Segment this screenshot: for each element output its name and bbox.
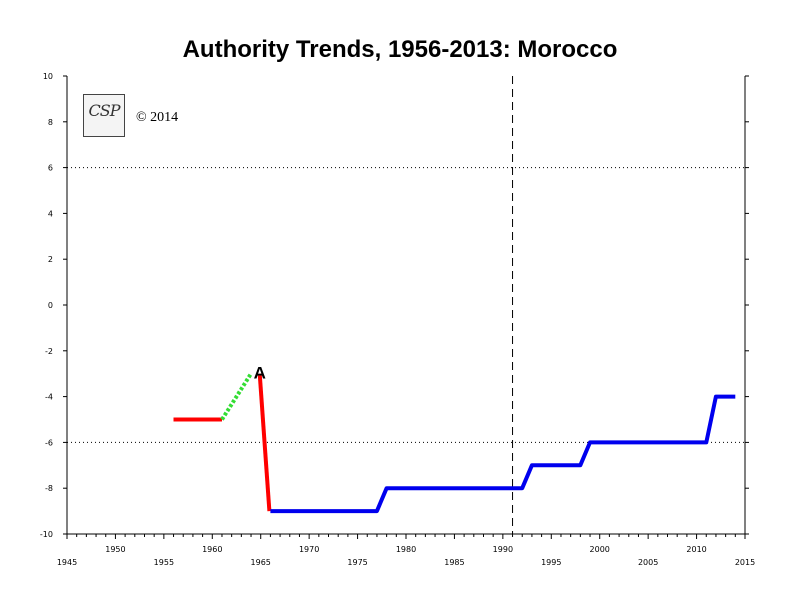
series-line-4 bbox=[270, 394, 736, 514]
y-tick-label: 0 bbox=[48, 301, 53, 310]
x-tick-label: 1960 bbox=[202, 545, 222, 554]
y-tick-label: 4 bbox=[48, 209, 53, 218]
y-tick-label: 6 bbox=[48, 164, 53, 173]
x-tick-label: 1980 bbox=[396, 545, 416, 554]
x-tick-label: 1965 bbox=[251, 558, 271, 567]
x-tick-label: 2010 bbox=[686, 545, 706, 554]
x-tick-label: 1995 bbox=[541, 558, 561, 567]
x-tick-label: 2000 bbox=[590, 545, 610, 554]
x-tick-label: 1975 bbox=[347, 558, 367, 567]
annotation-label: A bbox=[254, 364, 266, 383]
annotations: A bbox=[254, 364, 266, 383]
series-lines bbox=[173, 372, 736, 514]
logo-text: CSP bbox=[88, 101, 121, 120]
y-tick-label: -8 bbox=[45, 484, 53, 493]
x-tick-label: 1985 bbox=[444, 558, 464, 567]
x-tick-label: 1990 bbox=[493, 545, 513, 554]
x-tick-label: 2015 bbox=[735, 558, 755, 567]
x-tick-label: 1950 bbox=[105, 545, 125, 554]
x-tick-label: 1970 bbox=[299, 545, 319, 554]
y-tick-label: -4 bbox=[45, 393, 53, 402]
y-tick-label: 2 bbox=[48, 255, 53, 264]
axes: -10 -8 -6 -4 -2 0 2 4 6 8 10 1945 1950 1955 1960 1965 19… bbox=[40, 72, 755, 567]
y-tick-label: -10 bbox=[40, 530, 53, 539]
y-tick-label: -2 bbox=[45, 347, 53, 356]
copyright-text: © 2014 bbox=[136, 110, 179, 125]
y-tick-label: 10 bbox=[43, 72, 53, 81]
series-line-2 bbox=[220, 372, 253, 421]
y-tick-label: -6 bbox=[45, 438, 53, 447]
x-tick-label: 1955 bbox=[154, 558, 174, 567]
chart-title: Authority Trends, 1956-2013: Morocco bbox=[182, 36, 618, 63]
y-tick-label: 8 bbox=[48, 118, 53, 127]
x-tick-label: 2005 bbox=[638, 558, 658, 567]
csp-logo-icon: CSP bbox=[83, 94, 125, 137]
x-tick-label: 1945 bbox=[57, 558, 77, 567]
series-line-3 bbox=[257, 373, 272, 512]
reference-lines bbox=[67, 76, 745, 534]
